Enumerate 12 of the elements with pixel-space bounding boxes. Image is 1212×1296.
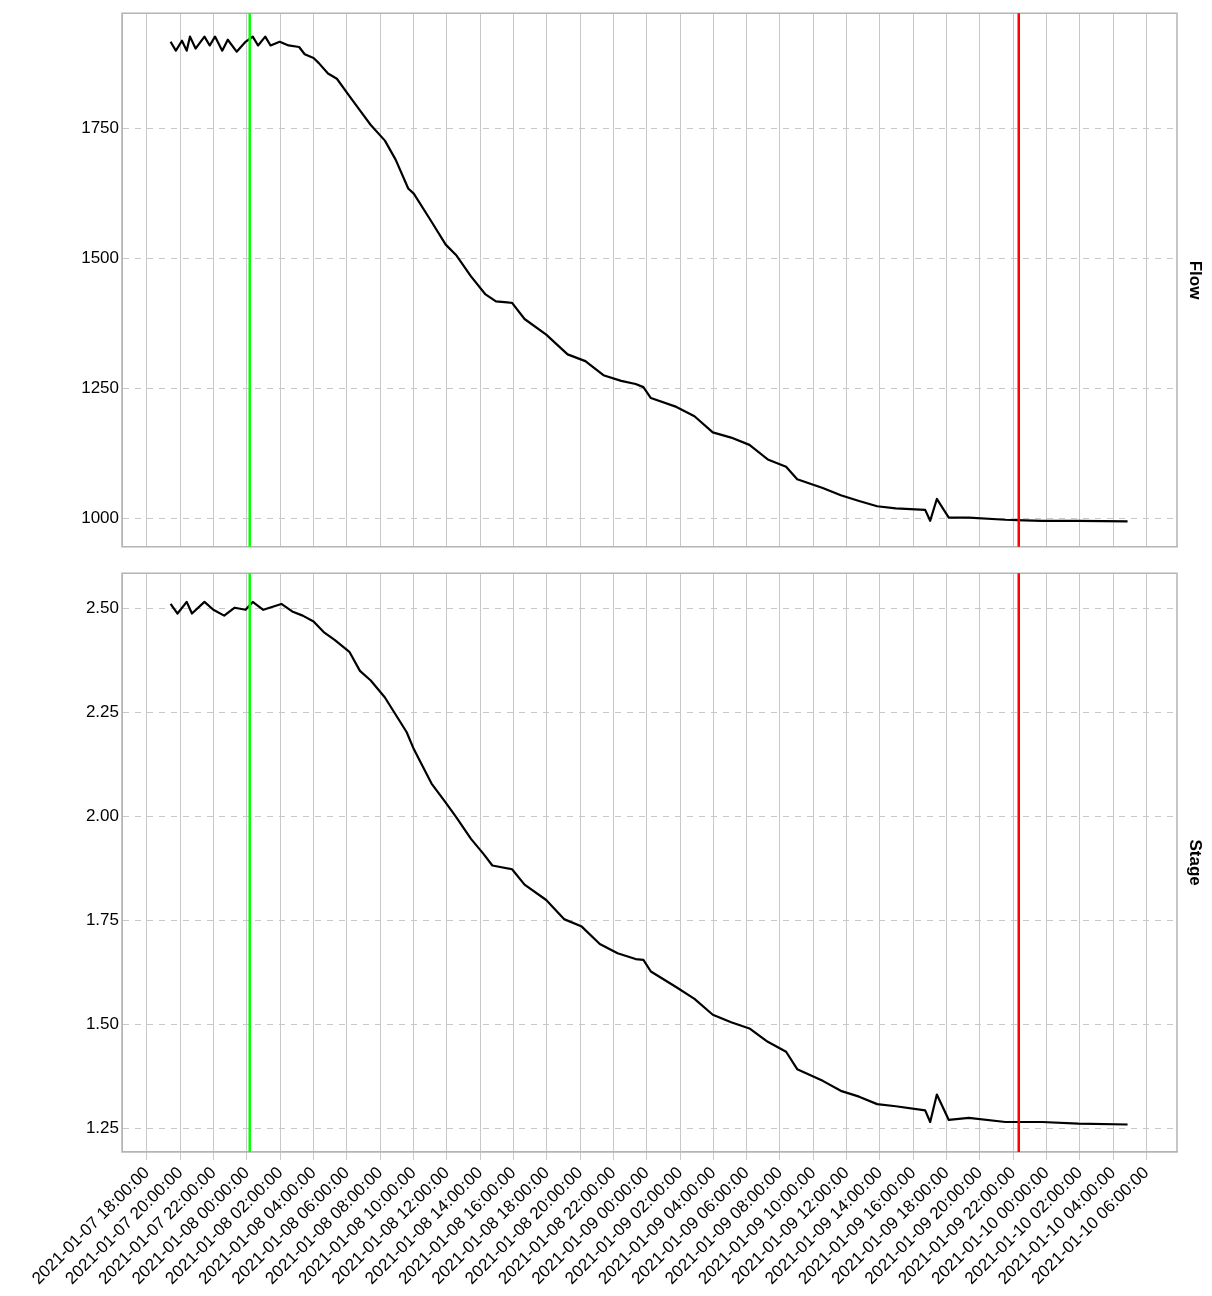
y-tick-label: 1.25 [85,1117,119,1137]
y-tick-label: 2.50 [85,598,119,618]
y-tick-label: 1000 [81,508,119,528]
y-tick-label: 1750 [81,118,119,138]
y-tick-label: 2.25 [85,702,119,722]
y-tick-label: 2.00 [85,806,119,826]
y-tick-label: 1500 [81,248,119,268]
y-axis-title: Flow [1186,260,1206,301]
y-tick-label: 1.75 [85,910,119,930]
y-tick-label: 1250 [81,378,119,398]
y-tick-label: 1.50 [85,1014,119,1033]
y-axis-title: Stage [1186,839,1206,886]
